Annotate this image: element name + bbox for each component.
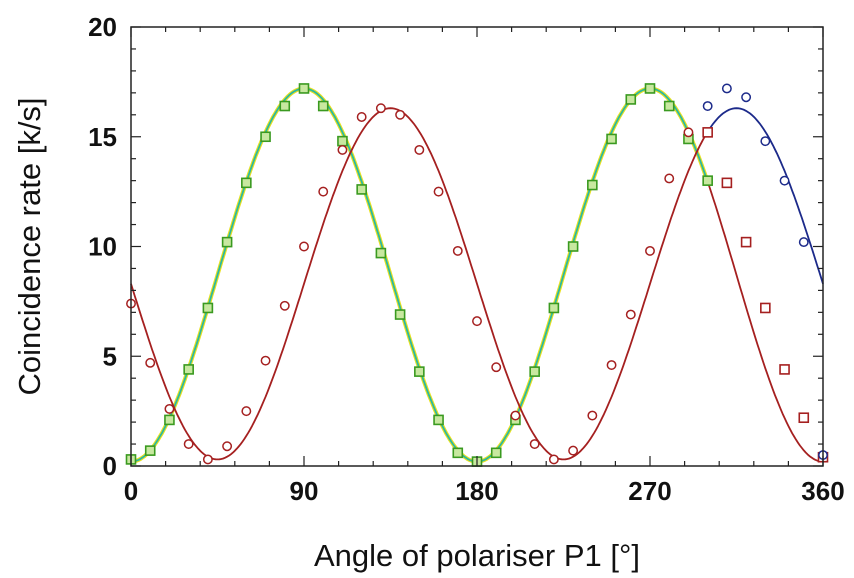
x-tick-label: 180 <box>455 476 498 506</box>
data-point-circle <box>452 245 463 256</box>
data-point-circle <box>548 454 559 465</box>
data-point-circle <box>568 445 579 456</box>
x-tick-label: 360 <box>801 476 844 506</box>
y-tick-label: 15 <box>88 122 117 152</box>
data-point-square <box>798 412 810 424</box>
fit-curve <box>706 181 824 463</box>
data-point-square <box>260 131 271 143</box>
data-point-square <box>721 177 733 189</box>
data-point-square <box>144 445 156 456</box>
data-point-square <box>625 94 637 105</box>
data-point-square <box>663 100 675 112</box>
fit-curve <box>706 107 824 285</box>
data-point-circle <box>587 410 598 421</box>
data-point-square <box>183 364 194 375</box>
data-point-square <box>279 100 291 112</box>
data-point-circle <box>241 406 252 417</box>
data-point-circle <box>318 186 329 197</box>
data-point-circle <box>375 103 386 114</box>
data-point-square <box>702 175 713 186</box>
data-point-square <box>548 302 560 314</box>
data-points <box>125 83 829 467</box>
data-point-circle <box>164 403 175 414</box>
data-point-circle <box>664 173 675 184</box>
data-point-circle <box>645 245 655 256</box>
data-point-square <box>221 236 233 248</box>
y-tick-label: 5 <box>103 341 117 371</box>
data-point-circle <box>529 439 540 449</box>
data-point-square <box>164 414 175 426</box>
data-point-square <box>587 179 598 191</box>
data-point-circle <box>260 355 271 366</box>
data-point-square <box>490 447 502 459</box>
data-point-square <box>317 100 329 112</box>
data-point-circle <box>202 454 213 465</box>
data-point-circle <box>721 83 732 94</box>
data-point-circle <box>760 136 771 147</box>
data-point-circle <box>145 357 156 368</box>
data-point-square <box>337 135 348 147</box>
data-point-square <box>606 133 617 145</box>
data-point-circle <box>606 360 617 370</box>
data-point-circle <box>779 175 790 186</box>
data-point-circle <box>395 109 406 120</box>
data-point-circle <box>183 439 194 449</box>
data-point-circle <box>510 410 521 421</box>
data-point-circle <box>683 127 694 138</box>
data-point-square <box>529 366 540 377</box>
data-point-circle <box>356 112 367 122</box>
x-tick-label: 0 <box>124 476 138 506</box>
data-point-circle <box>299 241 309 252</box>
data-point-square <box>567 241 579 252</box>
data-point-circle <box>491 362 502 373</box>
y-tick-label: 10 <box>88 232 117 262</box>
data-point-circle <box>625 309 636 320</box>
data-point-square <box>644 83 656 94</box>
data-point-circle <box>222 441 233 452</box>
y-tick-label: 20 <box>88 12 117 42</box>
data-point-circle <box>702 101 713 111</box>
data-point-square <box>452 447 464 459</box>
data-point-circle <box>337 144 348 155</box>
data-point-square <box>702 127 713 138</box>
axis-ticks <box>130 26 824 467</box>
data-point-square <box>394 309 406 320</box>
data-point-square <box>356 184 367 195</box>
data-point-circle <box>279 300 290 311</box>
data-point-square <box>414 366 425 377</box>
data-point-circle <box>472 316 482 327</box>
data-point-square <box>241 177 252 189</box>
data-point-circle <box>798 237 809 248</box>
x-tick-label: 270 <box>628 476 671 506</box>
y-tick-label: 0 <box>103 451 117 481</box>
y-axis-label: Coincidence rate [k/s] <box>12 97 47 395</box>
tick-labels: 0 90 180 270 360 0 5 10 15 20 <box>88 12 845 506</box>
data-point-circle <box>741 92 752 103</box>
x-axis-label: Angle of polariser P1 [°] <box>314 538 640 573</box>
data-point-square <box>779 364 790 375</box>
data-point-square <box>433 414 444 426</box>
data-point-square <box>740 236 752 248</box>
data-point-square <box>375 247 387 259</box>
fit-curve <box>130 107 709 461</box>
data-point-square <box>298 83 310 94</box>
data-point-square <box>202 302 214 314</box>
data-point-circle <box>433 186 444 197</box>
data-point-square <box>760 302 771 314</box>
x-tick-label: 90 <box>290 476 319 506</box>
data-point-circle <box>414 144 425 155</box>
